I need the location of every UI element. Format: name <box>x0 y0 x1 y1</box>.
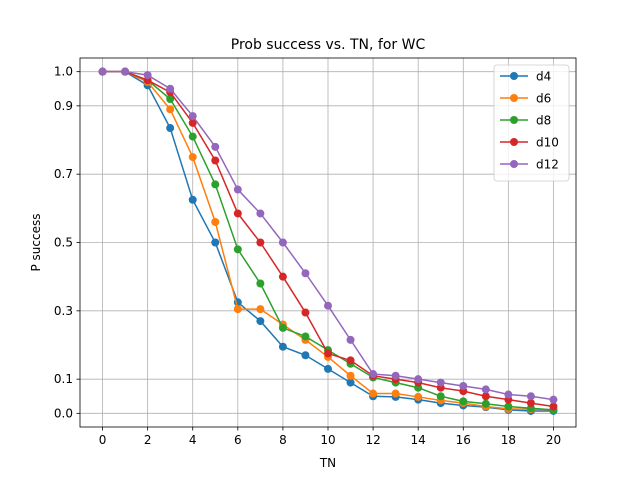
legend-marker-d10 <box>510 138 518 146</box>
legend-box <box>493 64 570 182</box>
data-point-d4 <box>256 317 265 326</box>
data-point-d6 <box>166 105 175 114</box>
data-point-d12 <box>98 67 107 76</box>
data-point-d12 <box>414 375 423 384</box>
data-point-d8 <box>256 279 265 288</box>
data-point-d10 <box>256 238 265 247</box>
data-point-d12 <box>526 392 535 401</box>
x-tick-label: 12 <box>365 433 380 447</box>
data-point-d6 <box>256 305 265 314</box>
data-point-d8 <box>166 95 175 103</box>
data-point-d12 <box>504 390 513 399</box>
data-point-d10 <box>188 118 197 127</box>
data-point-d12 <box>166 84 175 93</box>
x-tick-label: 2 <box>144 433 152 447</box>
data-point-d8 <box>436 392 445 401</box>
data-point-d12 <box>391 371 400 380</box>
data-point-d4 <box>301 351 310 360</box>
y-tick-label: 0.0 <box>54 406 73 420</box>
data-point-d8 <box>504 402 513 411</box>
data-point-d10 <box>301 308 310 317</box>
data-point-d4 <box>346 378 355 387</box>
x-tick-label: 4 <box>189 433 197 447</box>
data-point-d10 <box>233 209 242 218</box>
y-tick-label: 0.1 <box>54 372 73 386</box>
data-point-d6 <box>414 392 423 401</box>
data-point-d12 <box>188 112 197 121</box>
legend-marker-d12 <box>510 160 518 168</box>
data-point-d12 <box>143 71 152 80</box>
legend-label-d10: d10 <box>536 136 559 150</box>
data-point-d4 <box>324 364 332 373</box>
data-point-d10 <box>278 272 287 281</box>
y-tick-label: 0.3 <box>54 304 73 318</box>
data-point-d8 <box>233 245 242 254</box>
data-point-d4 <box>278 342 287 351</box>
data-point-d12 <box>301 269 310 278</box>
data-point-d12 <box>369 370 378 379</box>
legend-label-d8: d8 <box>536 114 551 128</box>
series-d10 <box>98 67 558 411</box>
data-point-d10 <box>324 349 332 358</box>
data-point-d6 <box>211 218 220 226</box>
data-point-d12 <box>233 185 242 194</box>
data-point-d12 <box>549 395 558 404</box>
x-tick-label: 18 <box>501 433 516 447</box>
data-point-d8 <box>481 399 490 408</box>
data-point-d12 <box>481 385 490 394</box>
data-point-d8 <box>211 180 220 189</box>
data-point-d6 <box>346 371 355 380</box>
data-point-d6 <box>188 153 197 162</box>
data-point-d4 <box>188 195 197 204</box>
data-point-d10 <box>211 156 220 165</box>
data-point-d8 <box>188 132 197 141</box>
chart-title: Prob success vs. TN, for WC <box>231 37 426 53</box>
legend-marker-d4 <box>510 72 518 80</box>
y-axis-title: P success <box>29 214 43 272</box>
data-point-d4 <box>211 238 220 247</box>
y-tick-label: 0.9 <box>54 99 73 113</box>
data-point-d8 <box>278 323 287 332</box>
data-point-d12 <box>324 301 332 310</box>
data-point-d12 <box>121 67 130 76</box>
data-point-d12 <box>436 378 445 387</box>
y-tick-label: 0.7 <box>54 167 73 181</box>
data-point-d12 <box>211 142 220 151</box>
data-point-d12 <box>346 335 355 344</box>
legend-label-d6: d6 <box>536 92 551 106</box>
series-layer <box>98 67 558 415</box>
y-tick-label: 1.0 <box>54 65 73 79</box>
series-d12 <box>98 67 558 404</box>
data-point-d12 <box>278 238 287 247</box>
x-tick-label: 0 <box>99 433 107 447</box>
data-point-d12 <box>256 209 265 218</box>
x-tick-label: 20 <box>546 433 561 447</box>
data-point-d10 <box>526 399 535 408</box>
data-point-d6 <box>233 305 242 314</box>
data-point-d6 <box>391 389 400 398</box>
legend: d4 d6 d8 d10 d12 <box>493 64 570 182</box>
legend-marker-d8 <box>510 116 518 124</box>
legend-label-d4: d4 <box>536 70 551 84</box>
x-tick-label: 8 <box>279 433 287 447</box>
data-point-d4 <box>166 124 175 133</box>
data-point-d8 <box>301 332 310 341</box>
ticks: 0 2 4 6 8 10 12 14 16 18 20 0.0 0.1 0.3 0.5 0.7 0.9 1.0 <box>54 65 561 447</box>
data-point-d6 <box>369 389 378 398</box>
data-point-d10 <box>481 392 490 401</box>
x-tick-label: 16 <box>456 433 471 447</box>
x-tick-label: 14 <box>411 433 426 447</box>
data-point-d12 <box>459 382 468 390</box>
legend-marker-d6 <box>510 94 518 102</box>
data-point-d10 <box>549 402 558 411</box>
legend-label-d12: d12 <box>536 158 559 172</box>
x-tick-label: 10 <box>320 433 335 447</box>
data-point-d10 <box>346 356 355 365</box>
data-point-d8 <box>459 397 468 406</box>
y-tick-label: 0.5 <box>54 236 73 250</box>
x-axis-title: TN <box>319 456 336 470</box>
x-tick-label: 6 <box>234 433 242 447</box>
